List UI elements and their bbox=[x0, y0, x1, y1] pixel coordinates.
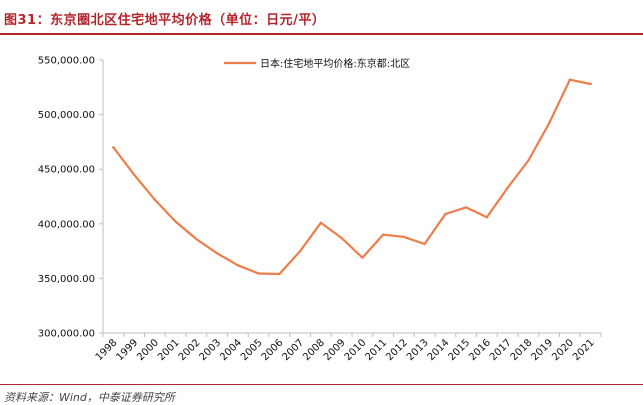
y-tick-label: 350,000.00 bbox=[38, 274, 95, 285]
x-tick-label: 1998 bbox=[94, 337, 120, 363]
x-tick-label: 2020 bbox=[550, 337, 576, 363]
data-point bbox=[278, 272, 281, 276]
x-tick-label: 2001 bbox=[156, 337, 182, 363]
x-tick-label: 2009 bbox=[322, 337, 348, 363]
x-tick-label: 2015 bbox=[446, 337, 472, 363]
line-chart: 300,000.00 350,000.00 400,000.00 450,000.00… bbox=[38, 56, 602, 363]
x-tick-label: 2002 bbox=[177, 337, 203, 363]
data-point bbox=[506, 186, 509, 189]
data-point bbox=[423, 242, 426, 246]
data-point bbox=[402, 235, 406, 239]
x-tick-label: 2008 bbox=[301, 337, 327, 363]
y-tick-label: 300,000.00 bbox=[38, 329, 95, 340]
x-tick-label: 2021 bbox=[571, 337, 597, 363]
source-divider bbox=[0, 384, 643, 385]
chart-title: 图31：东京圈北区住宅地平均价格（单位：日元/平） bbox=[4, 13, 326, 28]
series-line bbox=[112, 78, 592, 276]
y-tick-label: 550,000.00 bbox=[38, 56, 95, 67]
data-point bbox=[340, 236, 343, 240]
data-point bbox=[236, 264, 240, 267]
x-tick-label: 2007 bbox=[280, 337, 306, 363]
title-divider bbox=[0, 33, 643, 35]
legend-label: 日本:住宅地平均价格:东京都:北区 bbox=[260, 57, 410, 70]
x-tick-label: 2003 bbox=[197, 337, 223, 363]
data-point bbox=[153, 198, 157, 201]
x-tick-label: 2000 bbox=[135, 337, 161, 363]
data-point bbox=[112, 146, 115, 149]
data-point bbox=[589, 82, 592, 86]
data-point bbox=[298, 249, 302, 253]
y-tick-label: 500,000.00 bbox=[38, 110, 95, 121]
x-tick-label: 1999 bbox=[114, 337, 140, 363]
data-point bbox=[464, 206, 468, 209]
title-bar: 图31：东京圈北区住宅地平均价格（单位：日元/平） bbox=[0, 0, 643, 36]
y-tick-label: 400,000.00 bbox=[38, 219, 95, 230]
data-point bbox=[257, 272, 260, 275]
data-point bbox=[547, 122, 551, 125]
data-point bbox=[319, 221, 323, 224]
data-point bbox=[381, 233, 385, 236]
x-tick-label: 2013 bbox=[405, 337, 431, 363]
x-tick-label: 2017 bbox=[488, 337, 514, 363]
x-tick-label: 2012 bbox=[384, 337, 410, 363]
data-point bbox=[361, 256, 364, 259]
x-tick-label: 2005 bbox=[239, 337, 265, 363]
data-point bbox=[174, 220, 177, 223]
x-tick-label: 2006 bbox=[260, 337, 286, 363]
data-point bbox=[485, 216, 489, 219]
data-point bbox=[568, 78, 572, 81]
x-tick-label: 2014 bbox=[426, 337, 452, 363]
source-note: 资料来源：Wind，中泰证券研究所 bbox=[4, 391, 175, 404]
x-tick-label: 2016 bbox=[467, 337, 493, 363]
data-point bbox=[444, 212, 447, 216]
data-point bbox=[527, 159, 530, 162]
x-tick-label: 2010 bbox=[343, 337, 369, 363]
x-tick-label: 2004 bbox=[218, 337, 244, 363]
data-point bbox=[195, 237, 198, 241]
y-tick-label: 450,000.00 bbox=[38, 165, 95, 176]
x-tick-label: 2019 bbox=[529, 337, 555, 363]
data-point bbox=[132, 173, 136, 176]
data-point bbox=[215, 252, 219, 255]
x-tick-label: 2018 bbox=[509, 337, 535, 363]
x-tick-label: 2011 bbox=[363, 337, 389, 363]
